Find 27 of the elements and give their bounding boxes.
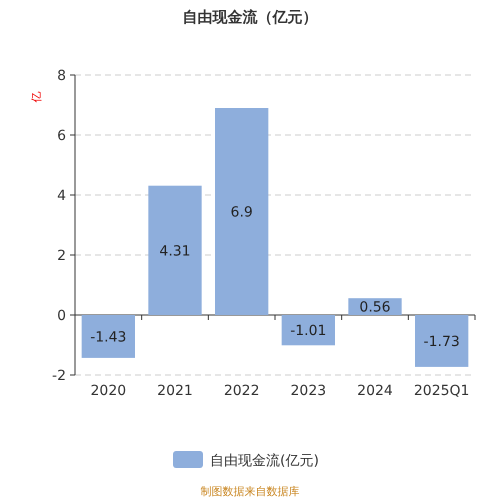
y-tick-label: 0	[57, 308, 66, 324]
x-tick-label: 2024	[357, 383, 393, 399]
y-tick-label: 8	[57, 68, 66, 84]
data-label: -1.01	[290, 323, 326, 340]
data-label: 6.9	[230, 204, 253, 220]
x-tick-label: 2021	[157, 383, 193, 399]
data-label: 0.56	[359, 300, 391, 316]
x-tick-label: 2023	[290, 383, 326, 399]
data-label: 4.31	[159, 243, 191, 260]
bar	[82, 315, 135, 358]
bar	[148, 186, 202, 315]
x-tick-label: 2020	[90, 383, 126, 399]
chart-title: 自由现金流（亿元）	[182, 8, 318, 26]
bar	[282, 315, 335, 346]
y-tick-label: 2	[57, 248, 66, 264]
text: 制图数据来自数据库	[200, 485, 300, 498]
y-axis-title: 亿	[30, 92, 43, 104]
x-tick-label: 2025Q1	[414, 383, 470, 399]
legend-label: 自由现金流(亿元)	[210, 453, 319, 469]
bar	[415, 315, 468, 367]
data-label: -1.43	[90, 329, 126, 346]
y-tick-label: 4	[57, 188, 66, 204]
y-tick-label: -2	[52, 368, 66, 384]
y-tick-label: 6	[57, 128, 66, 144]
x-tick-label: 2022	[224, 383, 260, 399]
bar	[215, 108, 268, 315]
data-label: -1.73	[424, 334, 460, 350]
